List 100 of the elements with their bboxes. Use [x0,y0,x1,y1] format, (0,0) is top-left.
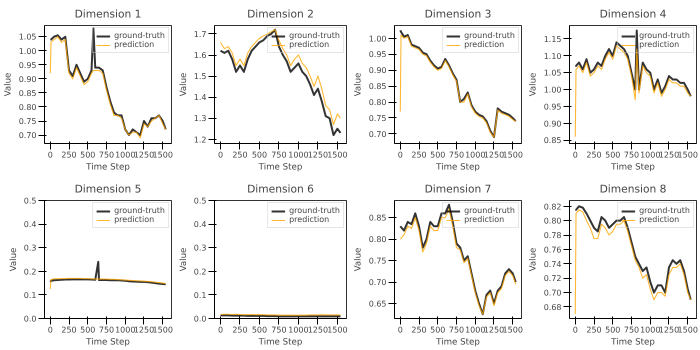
x-tick-label: 1000 [640,150,660,160]
y-axis-title: Value [178,72,189,96]
y-tick-label: 1.00 [544,86,562,95]
y-tick-label: 0.85 [544,136,562,146]
x-tick-label: 750 [624,326,640,334]
x-tick-label: 0 [398,326,403,334]
y-tick-label: 0.0 [24,314,37,324]
x-tick-label: 750 [271,326,287,334]
x-axis-title: Time Step [85,162,130,172]
legend-label: prediction [464,215,504,224]
y-tick-label: 0.4 [24,220,37,230]
y-tick-label: 0.85 [368,82,386,92]
legend-label: prediction [114,40,154,49]
y-tick-label: 0.78 [544,231,562,240]
chart-title: Dimension 8 [600,182,667,196]
y-tick-label: 0.85 [18,88,36,98]
legend-label: ground-truth [639,206,690,215]
y-tick-label: 0.5 [194,196,207,206]
x-tick-label: 500 [430,150,446,160]
x-tick-label: 1500 [502,150,523,160]
y-tick-label: 0.85 [368,214,386,223]
x-axis-title: Time Step [435,338,480,348]
x-tick-label: 0 [48,326,53,334]
legend-label: prediction [464,40,504,49]
y-tick-label: 0.80 [368,235,386,244]
y-axis-title: Value [354,248,364,272]
legend-label: prediction [639,40,680,49]
y-axis-title: Value [528,248,539,272]
x-tick-label: 0 [572,326,578,334]
y-tick-label: 0.80 [18,102,36,112]
x-tick-label: 1000 [288,326,309,334]
legend-label: ground-truth [114,206,165,215]
x-tick-label: 250 [232,150,248,160]
y-tick-label: 0.3 [24,244,37,253]
y-tick-label: 0.90 [544,119,562,128]
x-tick-label: 750 [98,326,114,334]
legend-label: ground-truth [464,206,515,215]
legend-label: prediction [114,215,154,224]
chart-title: Dimension 3 [424,8,492,20]
y-tick-label: 0.90 [368,66,386,76]
x-tick-label: 500 [80,150,96,160]
x-tick-label: 250 [411,150,427,160]
y-tick-label: 0.68 [544,302,562,312]
legend-label: prediction [639,215,680,224]
y-tick-label: 1.6 [194,51,207,60]
x-tick-label: 500 [252,326,268,334]
chart-title: Dimension 4 [600,8,667,20]
y-axis-title: Value [354,72,364,96]
legend-label: ground-truth [114,31,165,40]
x-tick-label: 750 [98,150,114,160]
y-tick-label: 1.00 [18,46,36,56]
y-tick-label: 0.74 [544,260,562,269]
x-tick-label: 1500 [678,326,698,334]
x-tick-label: 750 [448,326,464,334]
x-tick-label: 1250 [484,326,504,334]
x-tick-label: 1000 [640,326,660,334]
chart-title: Dimension 6 [247,182,314,196]
y-tick-label: 0.75 [368,114,386,123]
x-tick-label: 1250 [658,326,680,334]
x-tick-label: 0 [218,150,224,160]
legend-label: prediction [289,215,330,224]
y-axis-title: Value [8,248,19,272]
y-tick-label: 0.2 [24,267,37,276]
x-tick-label: 1250 [134,150,154,160]
y-axis-title: Value [528,72,539,96]
x-tick-label: 0 [398,150,403,160]
y-tick-label: 0.95 [368,50,386,60]
y-tick-label: 1.7 [194,30,207,39]
x-tick-label: 1250 [658,150,680,160]
x-tick-label: 0 [48,150,53,160]
y-tick-label: 0.95 [18,60,36,70]
x-tick-label: 500 [605,326,620,334]
x-tick-label: 1500 [502,326,523,334]
y-tick-label: 0.80 [544,216,562,226]
y-tick-label: 1.15 [544,34,562,44]
x-axis-title: Time Step [85,338,130,348]
x-axis-title: Time Step [258,162,303,172]
y-tick-label: 0.0 [194,314,207,324]
chart-title: Dimension 5 [74,182,142,196]
y-axis-title: Value [178,248,189,272]
y-tick-label: 1.00 [368,34,386,44]
y-tick-label: 0.1 [24,290,37,300]
y-axis-title: Value [4,72,14,96]
y-tick-label: 1.3 [194,114,207,124]
y-tick-label: 0.90 [18,74,36,84]
y-tick-label: 0.70 [544,288,562,298]
y-tick-label: 0.65 [368,299,386,308]
x-axis-title: Time Step [435,162,480,172]
legend-label: ground-truth [289,31,340,40]
x-tick-label: 1250 [134,326,154,334]
y-tick-label: 0.80 [368,98,386,108]
chart-title: Dimension 7 [424,182,492,196]
x-tick-label: 0 [218,326,224,334]
y-tick-label: 0.95 [544,102,562,112]
x-tick-label: 750 [271,150,287,160]
y-tick-label: 1.05 [18,32,36,42]
x-tick-label: 250 [586,326,602,334]
x-axis-title: Time Step [258,338,303,348]
y-tick-label: 1.10 [544,52,562,61]
y-tick-label: 0.75 [18,117,36,126]
